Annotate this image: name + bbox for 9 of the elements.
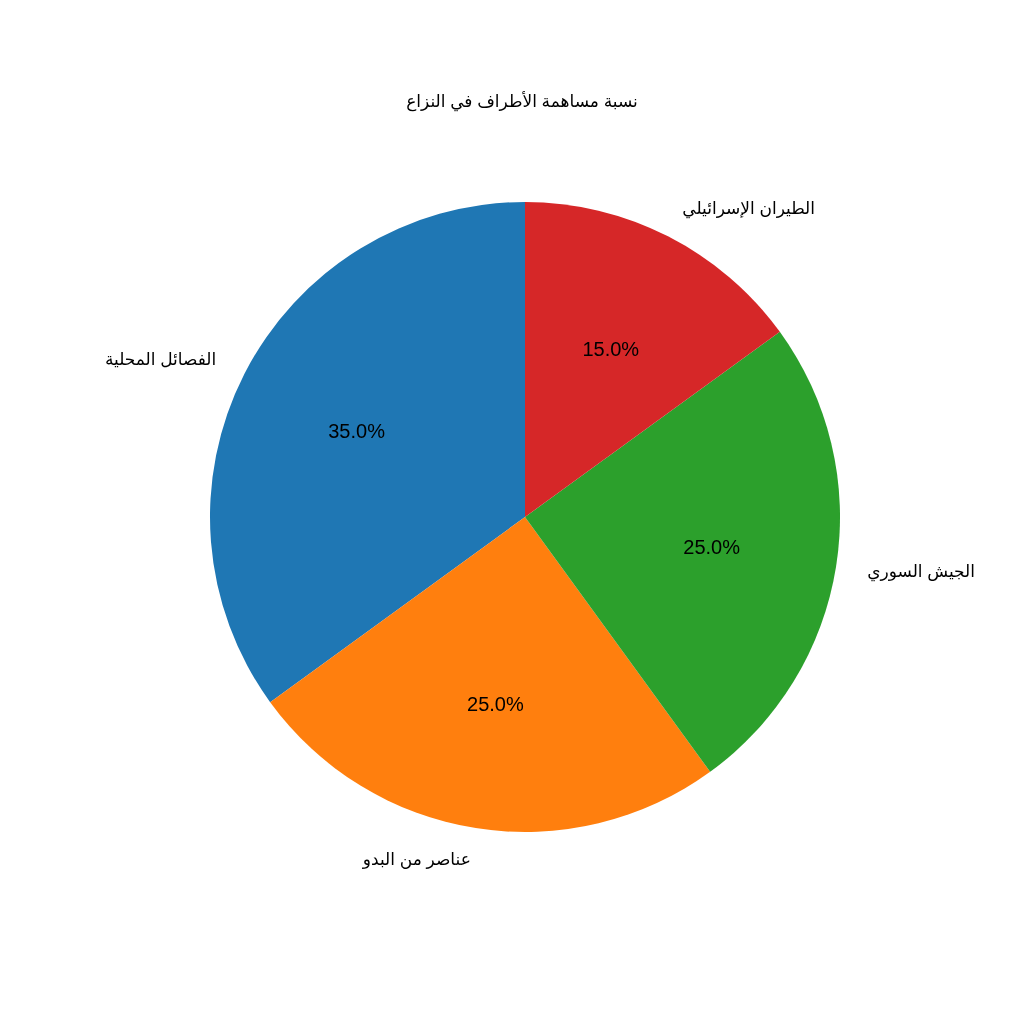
- chart-title: نسبة مساهمة الأطراف في النزاع: [406, 90, 638, 112]
- data-label: 35.0%: [328, 420, 386, 443]
- data-label: 25.0%: [467, 692, 524, 715]
- slice-label: الفصائل المحلية: [104, 350, 217, 370]
- slice-label: الطيران الإسرائيلي: [682, 198, 816, 219]
- slice-label: الجيش السوري: [867, 561, 976, 582]
- slice-label: عناصر من البدو: [361, 849, 471, 869]
- data-label: 15.0%: [582, 337, 640, 360]
- data-label: 25.0%: [683, 535, 741, 558]
